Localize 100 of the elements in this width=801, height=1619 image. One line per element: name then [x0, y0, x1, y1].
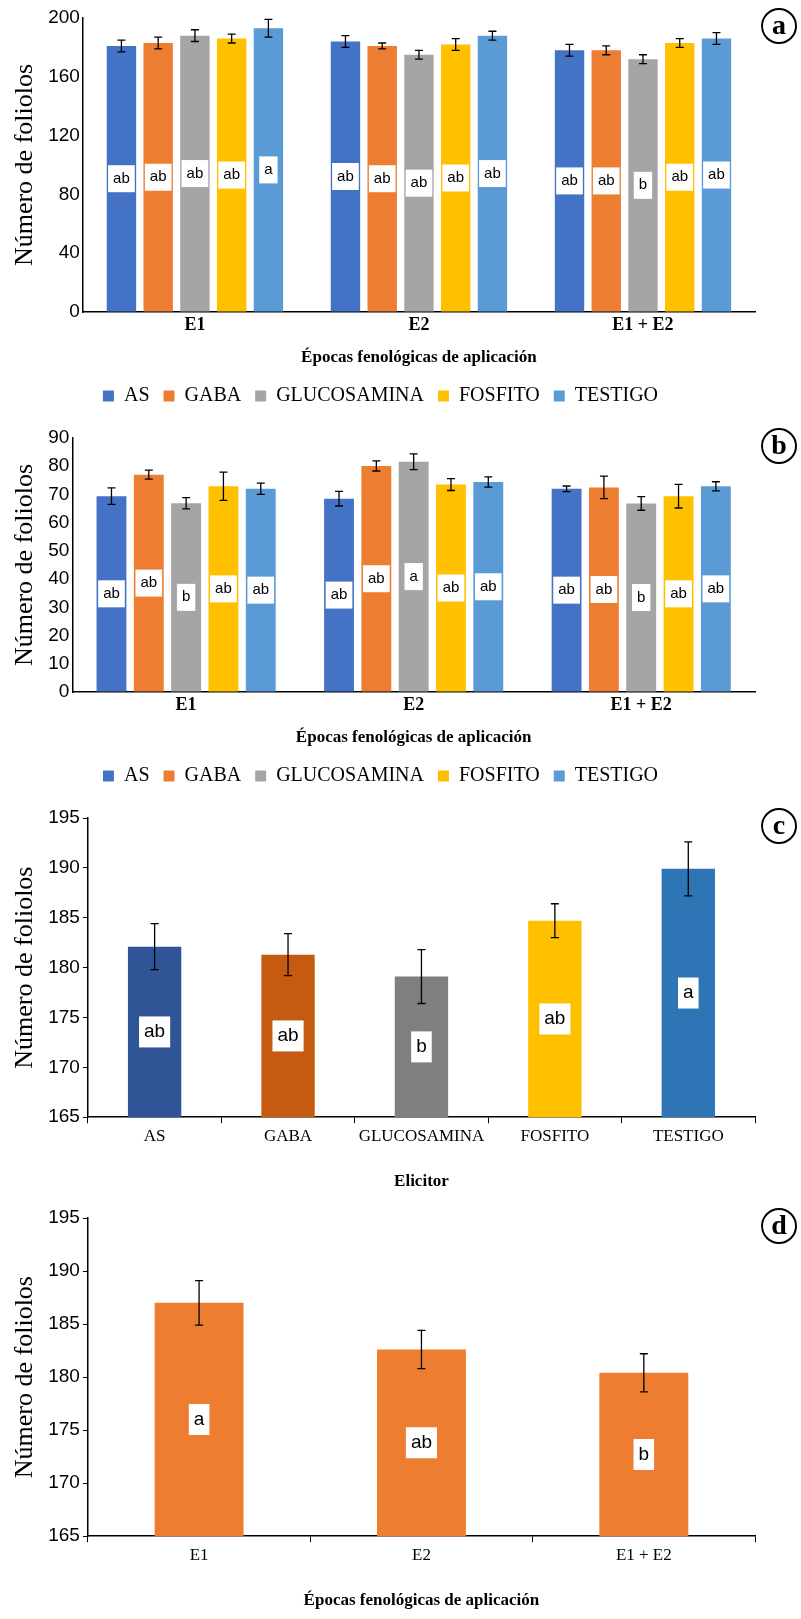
bar: [441, 44, 471, 312]
y-tick-label: 40: [58, 241, 80, 263]
y-tick-label: 0: [58, 680, 70, 702]
data-label: ab: [368, 568, 385, 586]
bar: [216, 38, 247, 312]
x-tick-label: FOSFITO: [520, 1125, 590, 1145]
x-tick-label: E1 + E2: [612, 314, 674, 335]
x-tick-label: E1 + E2: [615, 1544, 672, 1564]
bar: [245, 488, 276, 692]
text: a: [772, 9, 786, 41]
y-tick-label: 30: [48, 595, 70, 617]
data-label: ab: [671, 167, 689, 185]
data-label: ab: [337, 166, 354, 184]
y-tick-label: 165: [48, 1524, 80, 1546]
bar: [404, 54, 434, 312]
y-tick-label: 0: [69, 300, 80, 322]
bar: [143, 42, 173, 312]
x-tick-label: GLUCOSAMINA: [358, 1125, 485, 1145]
y-tick-label: 185: [48, 905, 80, 927]
y-tick-label: 80: [58, 182, 80, 204]
y-tick-label: 80: [48, 454, 70, 476]
bar: [551, 488, 582, 692]
bar: [665, 42, 695, 312]
legend-label: TESTIGO: [574, 383, 659, 406]
y-tick-label: 195: [48, 806, 80, 828]
data-label: ab: [277, 1024, 299, 1046]
data-label: ab: [410, 1431, 433, 1453]
y-tick-label: 190: [48, 856, 80, 878]
y-tick-label: 175: [48, 1418, 80, 1440]
legend-label: GABA: [184, 763, 242, 786]
data-label: a: [264, 160, 274, 178]
x-tick-label: TESTIGO: [652, 1125, 724, 1145]
y-axis-title: Número de foliolos: [9, 463, 39, 667]
legend-label: AS: [123, 763, 150, 786]
data-label: b: [416, 1035, 427, 1057]
bar: [626, 503, 657, 692]
bar: [701, 38, 732, 312]
y-axis-title: Número de foliolos: [9, 866, 39, 1069]
y-tick-label: 180: [48, 1365, 80, 1387]
legend-label: FOSFITO: [458, 383, 540, 406]
bar: [436, 484, 466, 692]
data-label: ab: [373, 168, 391, 186]
x-axis-title: Épocas fenológicas de aplicación: [301, 347, 538, 367]
x-tick-label: E2: [412, 1544, 431, 1564]
x-tick-label: AS: [143, 1125, 166, 1145]
y-tick-label: 190: [48, 1259, 80, 1281]
bar: [398, 461, 429, 692]
bar: [700, 486, 731, 692]
legend-label: GLUCOSAMINA: [276, 383, 425, 406]
y-tick-label: 165: [48, 1105, 80, 1127]
data-label: ab: [484, 163, 501, 181]
data-label: ab: [708, 165, 725, 183]
data-label: ab: [186, 163, 204, 181]
y-tick-label: 185: [48, 1312, 80, 1334]
data-label: ab: [140, 573, 158, 591]
x-axis-title: Épocas fenológicas de aplicación: [303, 1590, 540, 1610]
data-label: ab: [597, 171, 615, 189]
bar: [180, 35, 210, 312]
data-label: ab: [670, 583, 687, 601]
y-tick-label: 170: [48, 1471, 80, 1493]
bar: [477, 35, 508, 312]
data-label: b: [181, 587, 191, 605]
data-label: ab: [442, 578, 460, 596]
x-tick-label: GABA: [263, 1125, 313, 1145]
data-label: ab: [558, 580, 575, 598]
x-tick-label: E2: [408, 314, 430, 335]
y-tick-label: 20: [48, 623, 70, 645]
x-tick-label: E1 + E2: [610, 694, 672, 715]
x-axis-title: Épocas fenológicas de aplicación: [295, 727, 533, 747]
legend-label: AS: [123, 383, 150, 406]
bar: [588, 487, 619, 692]
y-axis-title: Número de foliolos: [9, 63, 39, 267]
legend-label: TESTIGO: [574, 763, 659, 786]
y-tick-label: 40: [48, 567, 70, 589]
y-tick-label: 170: [48, 1055, 80, 1077]
data-label: ab: [330, 585, 348, 603]
bar: [330, 41, 361, 312]
x-tick-label: E1: [184, 314, 206, 335]
data-label: ab: [447, 168, 465, 186]
legend-label: GABA: [184, 383, 242, 406]
legend-label: FOSFITO: [458, 763, 540, 786]
x-tick-label: E1: [189, 1544, 209, 1564]
y-tick-label: 175: [48, 1005, 80, 1027]
bar: [473, 482, 504, 692]
data-label: a: [193, 1407, 205, 1429]
bar: [554, 50, 585, 312]
y-tick-label: 160: [48, 65, 80, 87]
data-label: ab: [103, 583, 120, 601]
bar: [106, 45, 137, 312]
x-axis-title: Elicitor: [394, 1171, 450, 1191]
data-label: ab: [479, 576, 497, 594]
y-tick-label: 90: [48, 426, 70, 448]
x-tick-label: E2: [403, 694, 425, 715]
data-label: b: [638, 1442, 650, 1464]
data-label: ab: [561, 171, 578, 189]
data-label: b: [637, 587, 646, 605]
bar: [628, 59, 658, 312]
data-label: ab: [144, 1020, 166, 1042]
data-label: a: [409, 566, 419, 584]
data-label: a: [683, 981, 694, 1003]
